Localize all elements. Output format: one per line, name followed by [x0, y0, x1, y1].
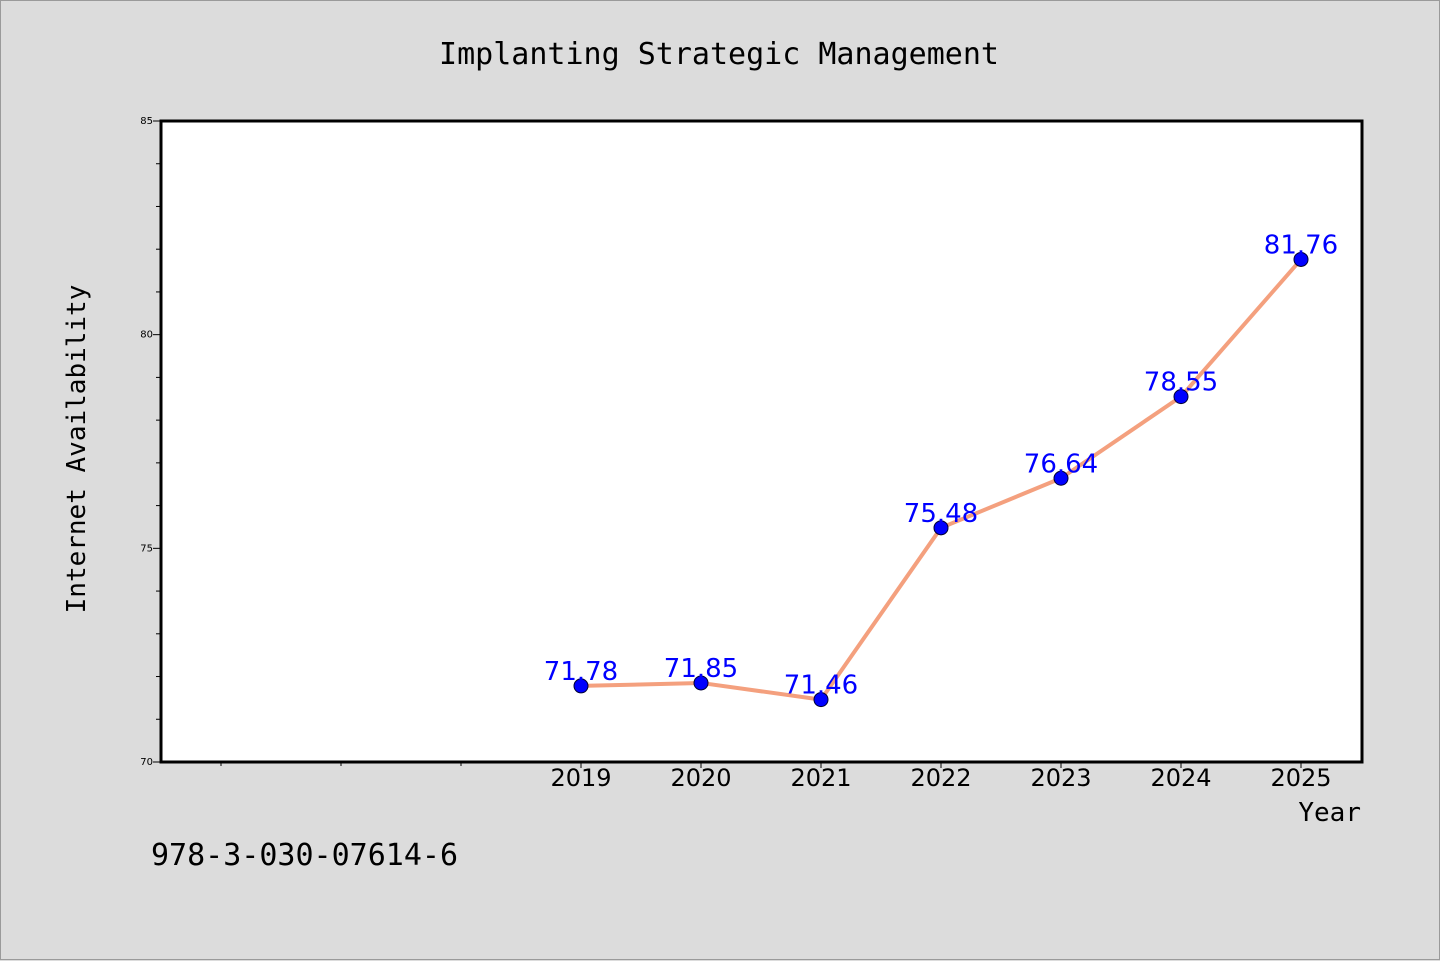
data-point — [573, 678, 589, 694]
data-label: 81.76 — [1264, 230, 1338, 260]
isbn-footer: 978-3-030-07614-6 — [151, 838, 458, 873]
data-point — [1173, 389, 1189, 405]
data-label: 76.64 — [1024, 449, 1098, 479]
x-tick-label: 2021 — [790, 764, 851, 792]
y-tick-label: 75 — [140, 543, 153, 554]
data-label: 75.48 — [904, 499, 978, 529]
data-label: 71.46 — [784, 671, 858, 701]
x-tick-label: 2019 — [550, 764, 611, 792]
chart-title: Implanting Strategic Management — [439, 37, 999, 72]
data-point — [693, 675, 709, 691]
y-tick-label: 80 — [140, 330, 153, 341]
data-point — [1293, 251, 1309, 267]
y-axis-label: Internet Availability — [62, 285, 92, 614]
x-tick-label: 2024 — [1150, 764, 1211, 792]
x-tick-label: 2025 — [1270, 764, 1331, 792]
x-tick-label: 2023 — [1030, 764, 1091, 792]
data-point — [933, 520, 949, 536]
y-tick-label: 70 — [140, 757, 153, 768]
y-axis: 70 75 80 85 — [140, 116, 161, 768]
x-tick-label: 2020 — [670, 764, 731, 792]
series-internet-availability: 71.78 71.85 71.46 75.48 76.64 78.55 81.76 — [544, 230, 1338, 708]
data-point — [813, 692, 829, 708]
y-tick-label: 85 — [140, 116, 153, 127]
data-label: 71.85 — [664, 654, 738, 684]
x-axis-label: Year — [1298, 798, 1361, 828]
x-axis: 2019 2020 2021 2022 2023 2024 2025 — [220, 762, 1332, 792]
plot-area — [159, 119, 1364, 764]
data-label: 78.55 — [1144, 368, 1218, 398]
data-label: 71.78 — [544, 657, 618, 687]
x-tick-label: 2022 — [910, 764, 971, 792]
data-point — [1053, 470, 1069, 486]
